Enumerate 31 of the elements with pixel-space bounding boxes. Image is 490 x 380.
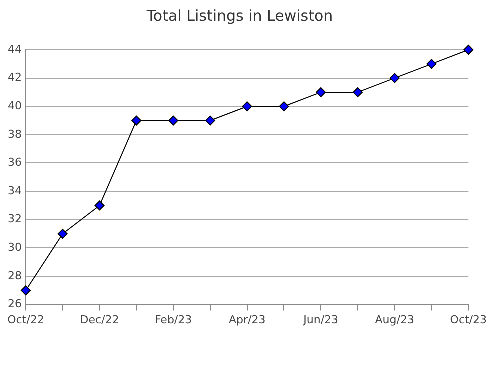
- x-tick-label: Feb/23: [154, 313, 192, 326]
- y-tick-label: 28: [8, 269, 22, 282]
- point: [426, 59, 437, 70]
- point: [20, 286, 31, 296]
- y-tick-label: 38: [8, 128, 22, 141]
- x-tick-label: Aug/23: [375, 313, 414, 326]
- y-tick-label: 32: [8, 212, 22, 226]
- x-tick-label: Jun/23: [302, 313, 339, 326]
- x-tick-label: Oct/22: [8, 313, 44, 326]
- chart-title: Total Listings in Lewiston: [146, 6, 334, 25]
- point: [94, 200, 105, 211]
- x-tick-label: Dec/22: [80, 313, 120, 326]
- y-tick-label: 42: [8, 71, 22, 84]
- x-tick-label: Apr/23: [228, 313, 266, 326]
- point: [464, 45, 474, 55]
- y-tick-label: 40: [8, 99, 22, 112]
- x-tick-label: Oct/23: [450, 313, 488, 326]
- point: [316, 87, 326, 98]
- y-tick-label: 34: [8, 184, 22, 198]
- y-tick-label: 44: [8, 42, 22, 56]
- point: [242, 102, 252, 112]
- point: [205, 116, 216, 126]
- y-tick-label: 30: [8, 241, 22, 254]
- point: [390, 73, 400, 84]
- point: [279, 102, 290, 112]
- y-tick-label: 26: [8, 298, 22, 311]
- point: [168, 116, 179, 126]
- point: [58, 229, 68, 240]
- y-tick-label: 36: [8, 156, 22, 170]
- point: [352, 87, 363, 98]
- point: [132, 116, 142, 126]
